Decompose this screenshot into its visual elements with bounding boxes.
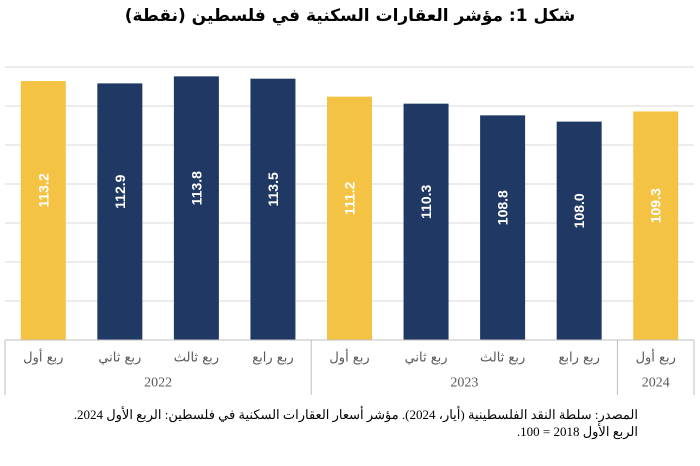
bar: [556, 121, 602, 340]
bar: [20, 81, 66, 340]
bar: [173, 76, 219, 341]
data-label: 108.0: [571, 193, 587, 228]
group-label: 2023: [450, 376, 478, 391]
group-label: 2024: [642, 376, 670, 391]
category-label: ربع رابع: [252, 351, 293, 366]
bar: [633, 111, 679, 341]
data-label: 110.3: [418, 184, 434, 218]
data-label: 113.5: [265, 172, 281, 206]
group-label: 2022: [144, 376, 172, 391]
bar: [250, 78, 296, 340]
bar: [97, 83, 143, 340]
bar: [403, 103, 449, 340]
data-label: 112.9: [112, 174, 128, 208]
source-note: المصدر: سلطة النقد الفلسطينية (أيار، 202…: [73, 407, 638, 422]
category-label: ربع ثالث: [480, 351, 525, 366]
data-label: 109.3: [648, 188, 664, 223]
bar: [327, 96, 372, 340]
category-label: ربع ثاني: [98, 351, 141, 366]
data-label: 108.8: [495, 190, 511, 225]
bar: [480, 115, 526, 340]
data-label: 113.8: [188, 171, 204, 205]
base-note: الربع الأول 2018 = 100.: [516, 424, 638, 439]
category-label: ربع ثاني: [405, 351, 448, 366]
chart-title: شكل 1: مؤشر العقارات السكنية في فلسطين (…: [124, 6, 576, 26]
category-label: ربع أول: [329, 349, 369, 366]
chart-footnote: المصدر: سلطة النقد الفلسطينية (أيار، 202…: [18, 406, 638, 440]
category-label: ربع أول: [636, 349, 676, 366]
data-label: 113.2: [35, 173, 51, 207]
data-label: 111.2: [342, 181, 358, 215]
category-label: ربع رابع: [558, 351, 599, 366]
category-label: ربع ثالث: [174, 351, 219, 366]
category-label: ربع أول: [23, 349, 63, 366]
